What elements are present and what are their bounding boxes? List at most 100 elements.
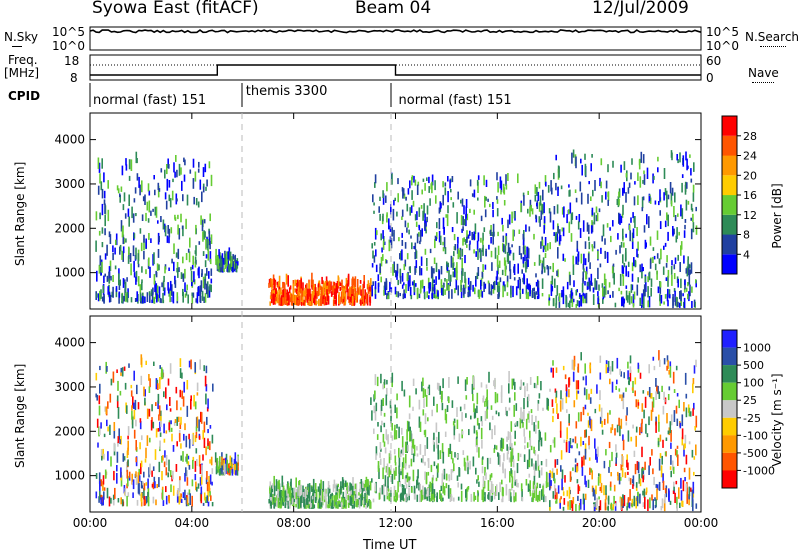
- echo-mark: [562, 487, 564, 491]
- echo-mark: [499, 277, 502, 283]
- echo-mark: [146, 408, 149, 419]
- echo-mark: [655, 499, 657, 508]
- echo-mark: [444, 289, 446, 295]
- echo-mark: [452, 263, 454, 271]
- echo-mark: [209, 459, 211, 464]
- echo-mark: [391, 423, 393, 431]
- echo-mark: [502, 243, 504, 252]
- echo-mark: [413, 444, 416, 457]
- echo-mark: [659, 189, 661, 202]
- echo-mark: [595, 448, 597, 460]
- echo-mark: [278, 294, 281, 305]
- echo-mark: [663, 358, 666, 365]
- echo-mark: [191, 292, 193, 296]
- echo-mark: [191, 264, 194, 270]
- echo-mark: [626, 502, 629, 507]
- echo-mark: [663, 168, 666, 179]
- echo-mark: [397, 193, 399, 203]
- echo-mark: [289, 493, 292, 503]
- echo-mark: [408, 487, 410, 496]
- echo-mark: [277, 489, 279, 498]
- echo-mark: [456, 212, 458, 224]
- echo-mark: [694, 426, 696, 431]
- echo-mark: [606, 252, 609, 263]
- echo-mark: [331, 286, 334, 294]
- echo-mark: [273, 475, 275, 487]
- echo-mark: [615, 457, 617, 464]
- echo-mark: [121, 367, 124, 377]
- echo-mark: [681, 436, 684, 446]
- echo-mark: [622, 397, 625, 410]
- echo-mark: [118, 282, 121, 290]
- echo-mark: [520, 407, 522, 420]
- echo-mark: [507, 173, 509, 181]
- echo-mark: [667, 214, 669, 227]
- echo-mark: [594, 408, 597, 414]
- echo-mark: [382, 213, 384, 222]
- echo-mark: [598, 208, 601, 213]
- echo-mark: [341, 477, 344, 489]
- echo-mark: [475, 278, 477, 287]
- echo-mark: [469, 179, 472, 187]
- echo-mark: [440, 282, 443, 293]
- echo-mark: [550, 367, 553, 373]
- echo-mark: [400, 471, 402, 476]
- echo-mark: [561, 290, 563, 298]
- echo-mark: [546, 397, 548, 410]
- echo-mark: [419, 421, 422, 432]
- echo-mark: [281, 475, 284, 488]
- echo-mark: [653, 476, 655, 486]
- echo-mark: [618, 388, 621, 392]
- echo-mark: [438, 218, 441, 230]
- echo-mark: [348, 298, 350, 304]
- freq-tick-bottom: 8: [70, 71, 78, 85]
- echo-mark: [589, 365, 591, 369]
- echo-mark: [206, 495, 209, 503]
- echo-mark: [639, 264, 641, 273]
- echo-mark: [579, 498, 582, 510]
- echo-mark: [562, 227, 565, 237]
- echo-mark: [528, 411, 530, 423]
- echo-mark: [188, 251, 191, 263]
- echo-mark: [325, 497, 327, 509]
- echo-mark: [278, 479, 280, 492]
- echo-mark: [598, 496, 600, 500]
- echo-mark: [334, 300, 336, 305]
- echo-mark: [122, 234, 125, 245]
- echo-mark: [574, 436, 577, 444]
- echo-mark: [527, 248, 530, 259]
- echo-mark: [631, 503, 633, 508]
- echo-mark: [145, 447, 147, 459]
- echo-mark: [695, 206, 697, 212]
- echo-mark: [349, 482, 351, 492]
- echo-mark: [547, 398, 549, 407]
- echo-mark: [379, 196, 381, 201]
- echo-mark: [538, 429, 541, 442]
- echo-mark: [552, 415, 554, 423]
- echo-mark: [205, 384, 208, 392]
- echo-mark: [201, 464, 203, 477]
- echo-mark: [388, 492, 391, 502]
- echo-mark: [300, 484, 302, 497]
- echo-mark: [661, 385, 663, 392]
- echo-mark: [284, 490, 287, 502]
- echo-mark: [196, 292, 199, 304]
- echo-mark: [195, 198, 198, 206]
- echo-mark: [97, 185, 100, 195]
- echo-mark: [135, 419, 137, 427]
- echo-mark: [399, 275, 402, 284]
- echo-mark: [495, 445, 498, 450]
- echo-mark: [337, 483, 339, 488]
- echo-mark: [582, 376, 585, 381]
- echo-mark: [667, 300, 669, 307]
- echo-mark: [569, 189, 571, 197]
- echo-mark: [387, 476, 389, 488]
- echo-mark: [674, 492, 676, 503]
- echo-mark: [642, 154, 645, 164]
- echo-mark: [588, 416, 591, 426]
- echo-mark: [628, 377, 630, 386]
- echo-mark: [599, 486, 602, 492]
- echo-mark: [401, 484, 404, 488]
- nsky-label: N.Sky: [4, 30, 39, 44]
- echo-mark: [194, 261, 197, 268]
